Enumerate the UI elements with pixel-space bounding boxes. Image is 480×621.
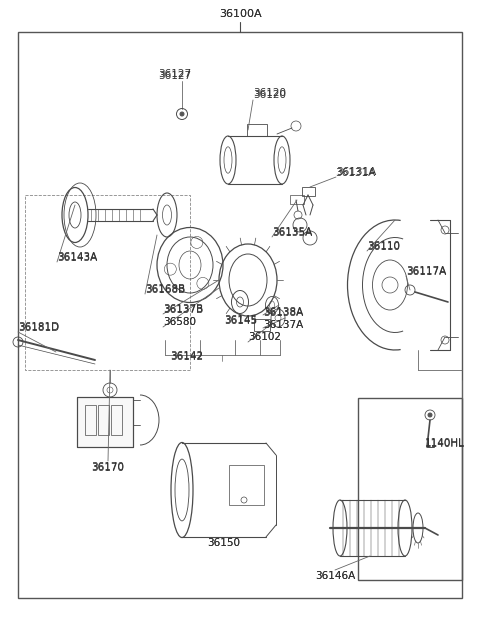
- Text: 36102: 36102: [248, 332, 281, 342]
- Text: 36138A: 36138A: [263, 307, 303, 317]
- Bar: [358, 398, 462, 580]
- Text: 36100A: 36100A: [219, 9, 261, 19]
- Text: 1140HL: 1140HL: [425, 439, 465, 449]
- Text: 36580: 36580: [163, 317, 196, 327]
- Text: 36145: 36145: [224, 315, 257, 325]
- Text: 36131A: 36131A: [335, 168, 375, 178]
- Bar: [98, 405, 109, 435]
- Bar: [77, 397, 133, 447]
- Text: 36143A: 36143A: [57, 253, 97, 263]
- Bar: [247, 124, 267, 136]
- Text: 36131A: 36131A: [336, 167, 376, 177]
- Text: 36181D: 36181D: [18, 322, 59, 332]
- Text: 36143A: 36143A: [57, 252, 97, 262]
- Text: 36102: 36102: [248, 332, 281, 342]
- Text: 36135A: 36135A: [272, 227, 312, 237]
- Text: 36135A: 36135A: [272, 228, 312, 238]
- Text: 36100A: 36100A: [219, 9, 261, 19]
- Bar: [111, 405, 122, 435]
- Text: 36120: 36120: [253, 90, 287, 100]
- Text: 36150: 36150: [207, 538, 240, 548]
- Text: 36150: 36150: [207, 538, 240, 548]
- Text: 36137A: 36137A: [263, 320, 303, 330]
- Text: 36580: 36580: [163, 317, 196, 327]
- Bar: [25, 195, 190, 370]
- Bar: [290, 195, 304, 204]
- Circle shape: [428, 413, 432, 417]
- Bar: [77, 397, 133, 447]
- Text: 36137B: 36137B: [163, 305, 203, 315]
- Text: 36142: 36142: [170, 351, 203, 361]
- Text: 36142: 36142: [170, 352, 203, 362]
- Text: 36127: 36127: [158, 71, 192, 81]
- Text: 36138A: 36138A: [263, 308, 303, 318]
- Text: 36146A: 36146A: [315, 571, 355, 581]
- Text: 36137A: 36137A: [263, 320, 303, 330]
- Text: 36127: 36127: [158, 69, 192, 79]
- Text: 36137B: 36137B: [163, 304, 203, 314]
- Text: 36170: 36170: [92, 462, 124, 472]
- Bar: [85, 405, 96, 435]
- Text: 1140HL: 1140HL: [425, 438, 465, 448]
- Text: 36110: 36110: [367, 242, 400, 252]
- Text: 36145: 36145: [224, 316, 257, 326]
- Text: 36168B: 36168B: [145, 285, 185, 295]
- Text: 36117A: 36117A: [406, 267, 446, 277]
- Text: 36146A: 36146A: [315, 571, 355, 581]
- Text: 36170: 36170: [92, 463, 124, 473]
- Text: 36110: 36110: [367, 241, 400, 251]
- Text: 36117A: 36117A: [406, 266, 446, 276]
- Text: 36181D: 36181D: [18, 323, 59, 333]
- Bar: [229, 465, 264, 505]
- Bar: [302, 187, 315, 196]
- Text: 36120: 36120: [253, 88, 287, 98]
- Circle shape: [180, 112, 184, 116]
- Bar: [254, 319, 270, 331]
- Text: 36168B: 36168B: [145, 284, 185, 294]
